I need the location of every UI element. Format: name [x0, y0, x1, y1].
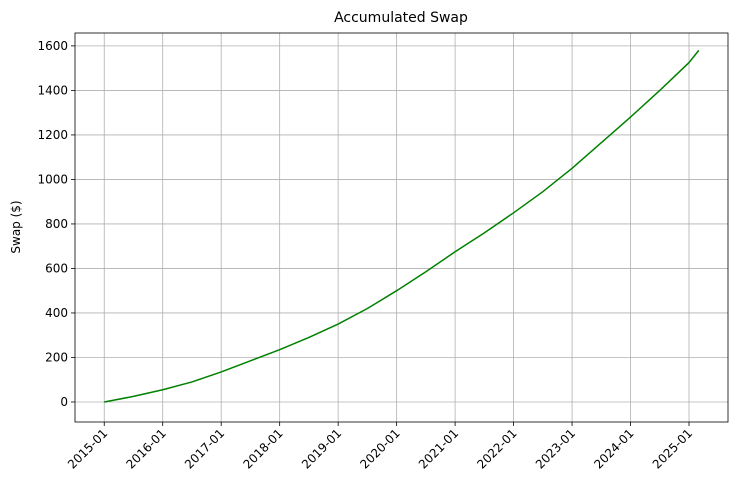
x-tick-label: 2020-01 [357, 426, 402, 471]
y-tick-label: 200 [45, 350, 68, 364]
x-tick-label: 2016-01 [123, 426, 168, 471]
y-axis-label: Swap ($) [9, 200, 23, 253]
y-tick-label: 1600 [37, 39, 68, 53]
chart-title: Accumulated Swap [334, 10, 468, 26]
y-tick-label: 400 [45, 306, 68, 320]
y-tick-label: 1400 [37, 83, 68, 97]
x-tick-label: 2017-01 [182, 426, 227, 471]
x-tick-label: 2015-01 [65, 426, 110, 471]
line-series [104, 49, 700, 403]
x-tick-label: 2021-01 [416, 426, 461, 471]
y-tick-label: 0 [60, 395, 68, 409]
y-tick-label: 1000 [37, 172, 68, 186]
x-tick-label: 2018-01 [240, 426, 285, 471]
x-tick-label: 2019-01 [299, 426, 344, 471]
x-tick-label: 2023-01 [533, 426, 578, 471]
x-tick-label: 2024-01 [591, 426, 636, 471]
x-tick-label: 2022-01 [474, 426, 519, 471]
y-tick-label: 600 [45, 261, 68, 275]
y-tick-label: 1200 [37, 128, 68, 142]
plot-frame [74, 32, 729, 423]
x-tick-label: 2025-01 [650, 426, 695, 471]
y-tick-label: 800 [45, 217, 68, 231]
